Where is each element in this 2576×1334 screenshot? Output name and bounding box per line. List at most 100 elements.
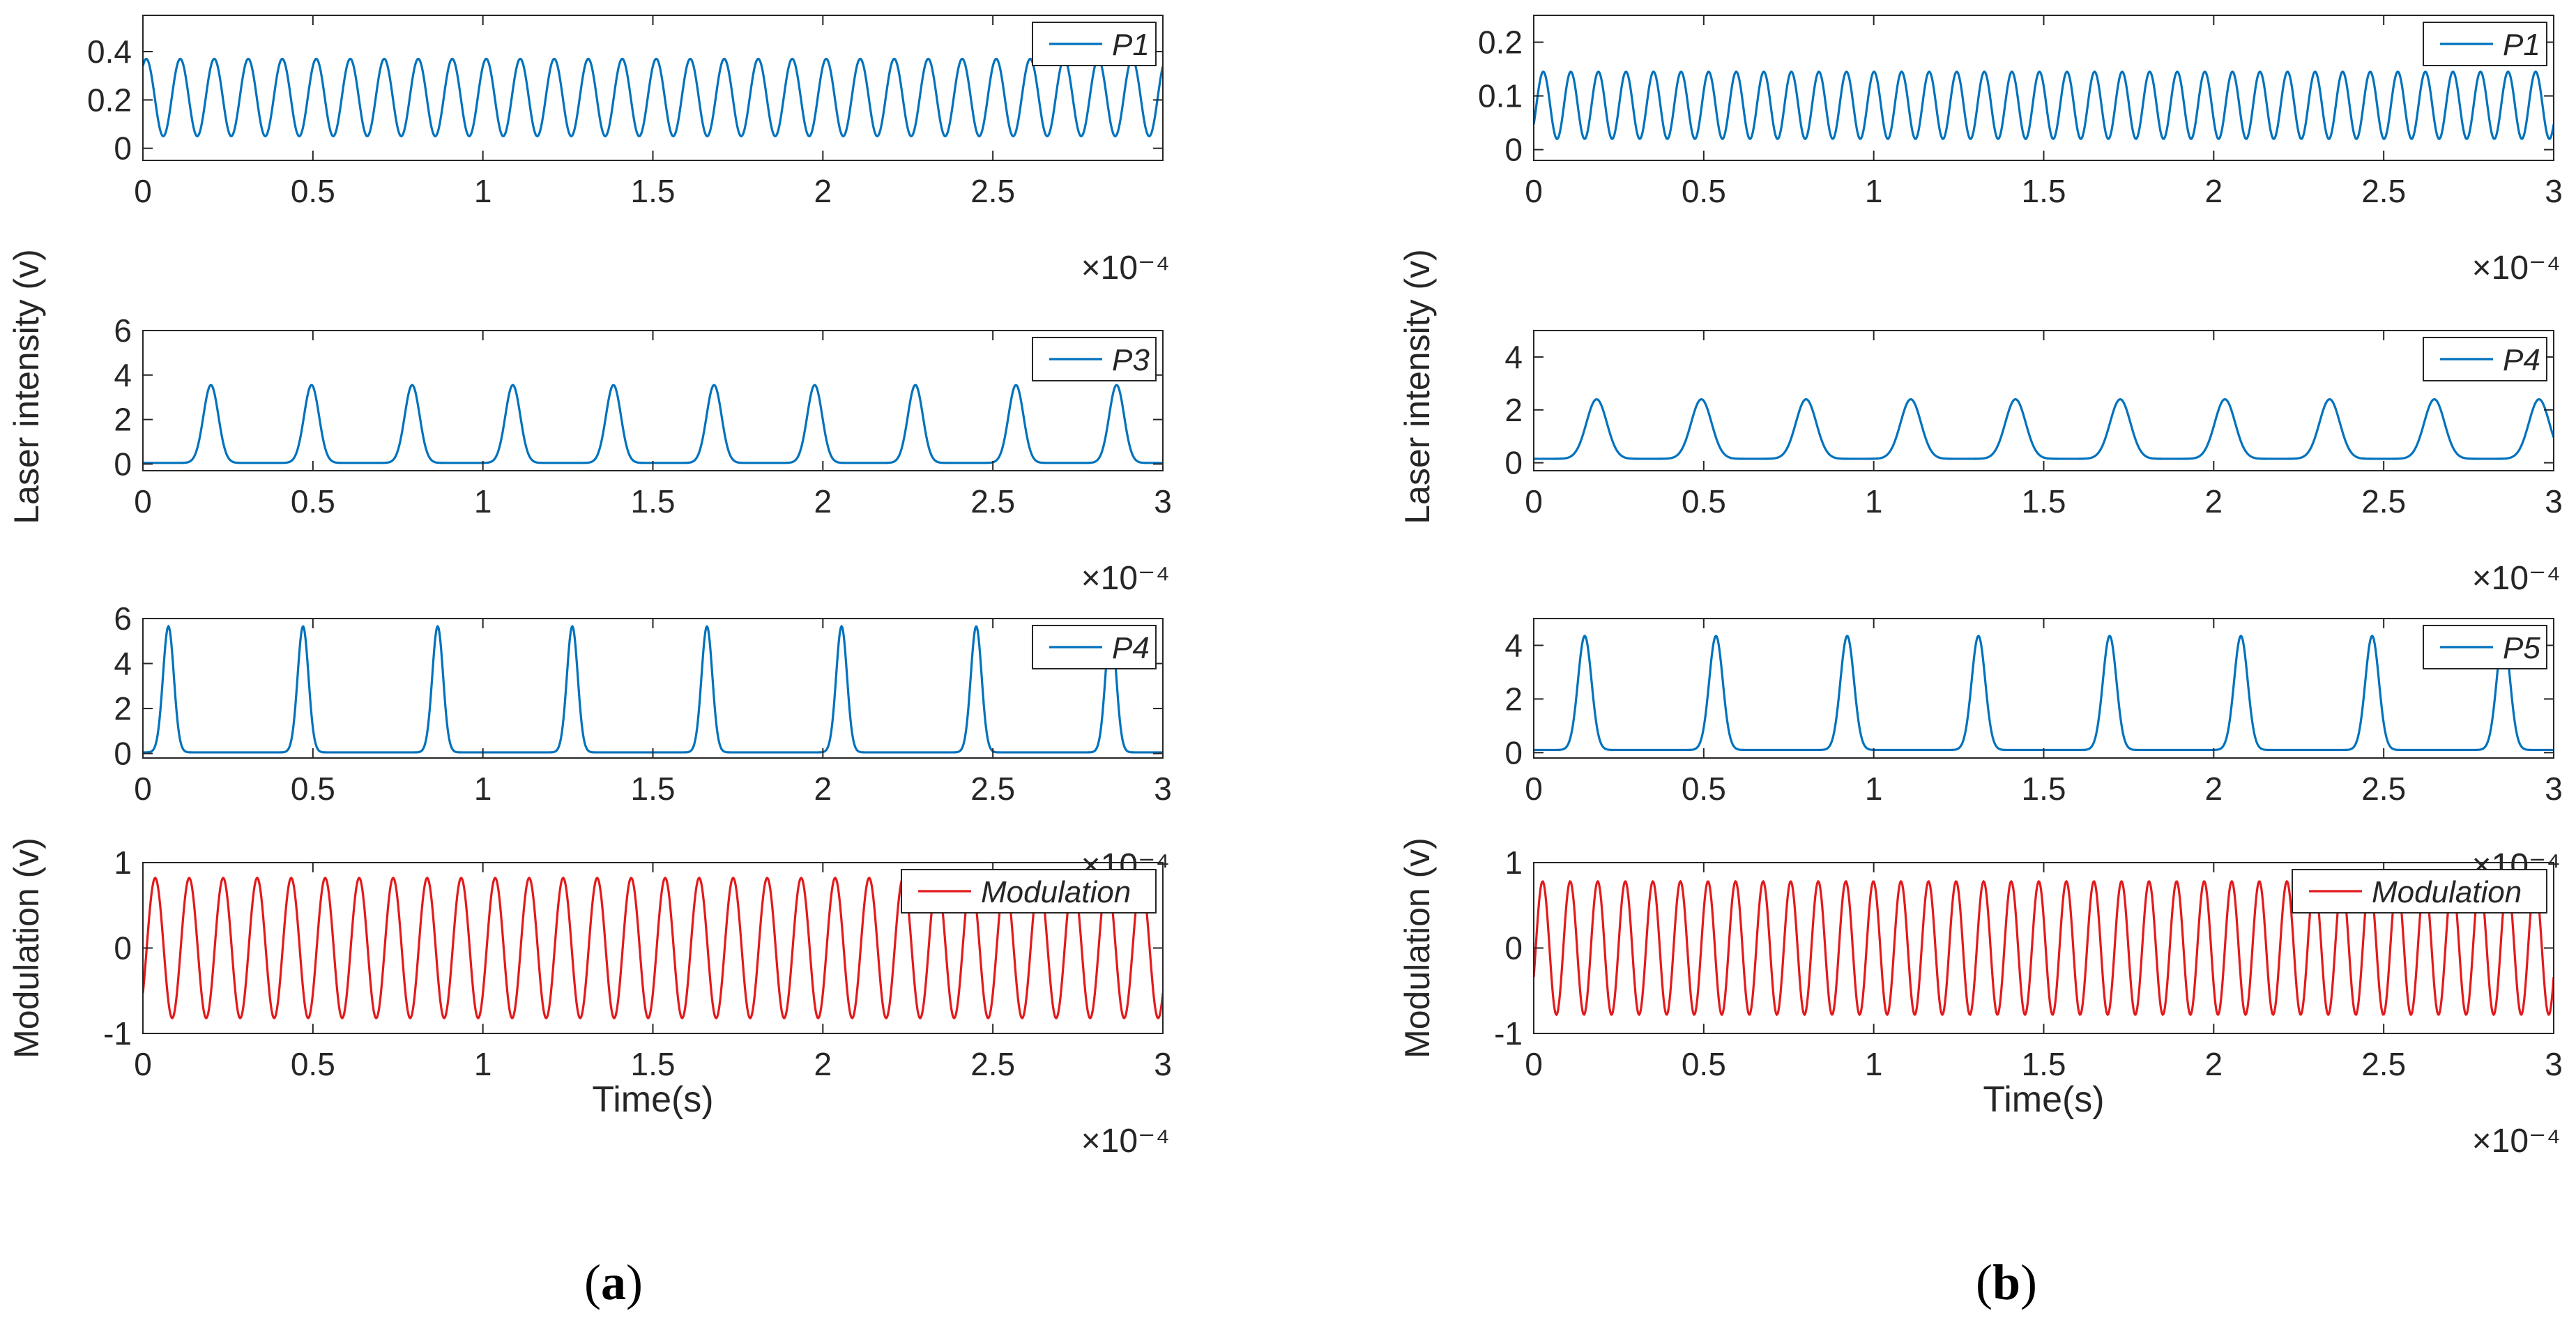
x-tick-label: 2 <box>814 173 832 209</box>
legend-label: P3 <box>1112 343 1150 377</box>
y-tick-label: 0 <box>1504 734 1523 771</box>
x-tick-label: 0.5 <box>291 173 335 209</box>
x-tick-label: 1.5 <box>631 771 676 807</box>
y-tick-label: 0 <box>114 930 132 967</box>
y-tick-label: 0.2 <box>87 82 132 118</box>
x-tick-label: 2.5 <box>2361 771 2406 807</box>
x-tick-label: 0.5 <box>291 771 335 807</box>
x-tick-label: 0.5 <box>291 1046 335 1082</box>
subplot-a-1: 0 0.5 1 1.5 2 2.5 0 0.2 0.4 ×10⁻⁴ P1 <box>87 15 1170 287</box>
x-tick-label: 0.5 <box>1682 483 1726 520</box>
y-tick-label: 0 <box>1504 132 1523 168</box>
y-tick-label: 0.2 <box>1478 24 1523 61</box>
y-axis-label-intensity-a: Laser intensity (v) <box>7 249 46 524</box>
x-tick-label: 1.5 <box>2022 173 2066 209</box>
series-line-p1 <box>143 57 1163 138</box>
y-tick-label: 2 <box>114 690 132 727</box>
subplot-a-2: 0 0.5 1 1.5 2 2.5 3 0 2 4 6 ×10⁻⁴ P3 <box>114 312 1171 597</box>
series-line-modulation <box>143 877 1163 1020</box>
x-tick-label: 2.5 <box>2361 173 2406 209</box>
x-tick-label: 2.5 <box>970 1046 1015 1082</box>
x-tick-label: 2 <box>2205 771 2223 807</box>
legend-label: P4 <box>2503 343 2540 377</box>
x-tick-label: 3 <box>2545 1046 2563 1082</box>
x-tick-label: 1 <box>474 771 492 807</box>
y-axis-label-modulation: Modulation (v) <box>1398 837 1437 1059</box>
x-tick-label: 0.5 <box>1682 1046 1726 1082</box>
y-tick-label: 6 <box>114 600 132 637</box>
x-tick-label: 1 <box>474 1046 492 1082</box>
x-exponent-label: ×10⁻⁴ <box>2472 560 2561 597</box>
x-tick-label: 0 <box>1525 1046 1543 1082</box>
x-tick-label: 3 <box>1154 1046 1172 1082</box>
legend-label: Modulation <box>2372 875 2522 909</box>
x-tick-label: 2 <box>814 771 832 807</box>
series-line-p4 <box>143 624 1163 754</box>
x-tick-label: 2 <box>2205 1046 2223 1082</box>
x-tick-label: 3 <box>2545 173 2563 209</box>
x-tick-label: 1 <box>1865 771 1883 807</box>
series-line-modulation <box>1534 879 2554 1017</box>
x-axis-label: Time(s) <box>592 1079 713 1120</box>
subplot-b-2: 0 0.5 1 1.5 2 2.5 3 0 2 4 ×10⁻⁴ P4 <box>1504 330 2563 597</box>
axes-box <box>1533 618 2554 759</box>
y-tick-label: 2 <box>1504 392 1523 428</box>
x-tick-label: 0 <box>134 483 152 520</box>
y-tick-label: 0 <box>1504 445 1523 481</box>
series-line-p1 <box>1534 70 2554 140</box>
x-tick-label: 2.5 <box>970 173 1015 209</box>
x-exponent-label: ×10⁻⁴ <box>2472 1123 2561 1160</box>
x-tick-label: 0.5 <box>1682 173 1726 209</box>
legend-label: P1 <box>2503 28 2540 62</box>
x-tick-label: 2.5 <box>970 771 1015 807</box>
x-tick-label: 1 <box>1865 173 1883 209</box>
x-tick-label: 0 <box>1525 173 1543 209</box>
y-tick-label: 4 <box>114 646 132 682</box>
panel-label-b: (b) <box>1976 1255 2037 1310</box>
x-tick-label: 1 <box>1865 483 1883 520</box>
x-tick-label: 1.5 <box>2022 483 2066 520</box>
panel-label-a: (a) <box>584 1255 643 1310</box>
x-tick-label: 0.5 <box>1682 771 1726 807</box>
y-tick-label: 2 <box>114 402 132 438</box>
y-tick-label: 1 <box>114 844 132 881</box>
x-tick-label: 2 <box>814 483 832 520</box>
y-tick-label: 0 <box>114 736 132 772</box>
x-tick-label: 1 <box>474 483 492 520</box>
y-tick-label: 6 <box>114 312 132 349</box>
x-tick-label: 2.5 <box>2361 1046 2406 1082</box>
x-tick-label: 1 <box>1865 1046 1883 1082</box>
y-tick-label: 0 <box>1504 930 1523 967</box>
y-tick-label: 4 <box>1504 339 1523 375</box>
y-tick-label: 2 <box>1504 681 1523 717</box>
x-exponent-label: ×10⁻⁴ <box>1081 560 1170 597</box>
legend-label: P4 <box>1112 631 1150 665</box>
axes-box <box>142 15 1164 161</box>
x-tick-label: 1.5 <box>631 483 676 520</box>
y-axis-label-intensity-b: Laser intensity (v) <box>1398 249 1437 524</box>
x-tick-label: 3 <box>2545 483 2563 520</box>
y-tick-label: 0 <box>114 446 132 482</box>
x-tick-label: 0.5 <box>291 483 335 520</box>
x-tick-label: 1.5 <box>2022 1046 2066 1082</box>
legend-label: Modulation <box>981 875 1131 909</box>
y-tick-label: -1 <box>1494 1015 1523 1052</box>
subplot-a-4: 0 0.5 1 1.5 2 2.5 3-101×10⁻⁴ModulationTime(s)M… <box>7 837 1172 1160</box>
x-tick-label: 2 <box>2205 483 2223 520</box>
x-tick-label: 3 <box>2545 771 2563 807</box>
x-tick-label: 2.5 <box>970 483 1015 520</box>
y-tick-label: 1 <box>1504 844 1523 881</box>
subplot-b-4: 0 0.5 1 1.5 2 2.5 3-101×10⁻⁴ModulationTime(s)M… <box>1398 837 2563 1160</box>
x-tick-label: 0 <box>134 771 152 807</box>
x-tick-label: 3 <box>1154 771 1172 807</box>
x-axis-label: Time(s) <box>1983 1079 2104 1120</box>
x-exponent-label: ×10⁻⁴ <box>1081 250 1170 287</box>
series-line-p4 <box>1534 397 2554 460</box>
y-tick-label: 4 <box>1504 627 1523 663</box>
x-exponent-label: ×10⁻⁴ <box>2472 250 2561 287</box>
x-tick-label: 0 <box>134 1046 152 1082</box>
y-tick-label: 0.4 <box>87 33 132 70</box>
x-tick-label: 0 <box>1525 483 1543 520</box>
